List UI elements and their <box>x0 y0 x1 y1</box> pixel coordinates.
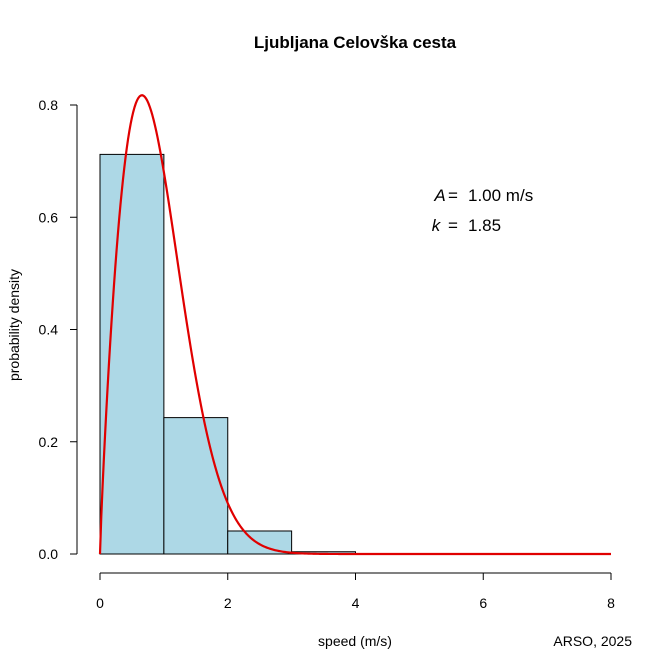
x-tick-label: 4 <box>352 595 360 611</box>
histogram-bar-3 <box>227 530 293 555</box>
annotation-k-symbol: k <box>432 216 442 235</box>
histogram-bar-2 <box>163 417 229 555</box>
annotation-a-equals: = <box>448 186 458 205</box>
y-tick-label: 0.6 <box>39 209 59 225</box>
annotation-k: k = 1.85 <box>432 216 501 235</box>
x-axis-label: speed (m/s) <box>318 633 392 649</box>
annotation-k-value: 1.85 <box>468 216 501 235</box>
credit-text: ARSO, 2025 <box>553 633 632 649</box>
histogram-bar-1 <box>99 153 165 555</box>
weibull-fit-curve <box>98 94 611 556</box>
x-tick-label: 8 <box>607 595 615 611</box>
x-tick-label: 2 <box>224 595 232 611</box>
x-tick-label: 6 <box>479 595 487 611</box>
histogram-bars <box>99 153 356 555</box>
y-axis: 0.0 0.2 0.4 0.6 0.8 <box>39 97 78 562</box>
x-axis: 0 2 4 6 8 <box>96 572 615 611</box>
y-tick-label: 0.0 <box>39 546 59 562</box>
chart-title: Ljubljana Celovška cesta <box>254 33 457 52</box>
y-axis-label: probability density <box>6 269 22 381</box>
y-tick-label: 0.4 <box>39 322 59 338</box>
annotation-a: A = 1.00 m/s <box>433 186 533 205</box>
annotation-a-symbol: A <box>433 186 445 205</box>
annotation-k-equals: = <box>448 216 458 235</box>
y-tick-label: 0.8 <box>39 97 59 113</box>
x-tick-label: 0 <box>96 595 104 611</box>
y-tick-label: 0.2 <box>39 434 59 450</box>
annotation-a-value: 1.00 m/s <box>468 186 533 205</box>
